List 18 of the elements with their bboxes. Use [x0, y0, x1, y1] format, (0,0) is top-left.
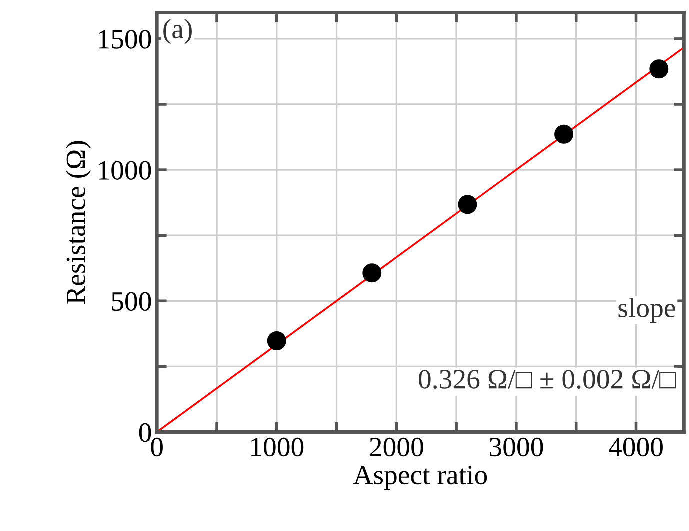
x-tick-label: 3000: [490, 438, 544, 457]
point: [458, 195, 478, 214]
y-tick-label: 500: [112, 292, 152, 312]
y-axis-title: Resistance (Ω): [66, 141, 92, 304]
annotation: slope: [618, 298, 676, 324]
y-tick-label: 1000: [99, 161, 152, 180]
point: [362, 264, 382, 283]
x-tick-label: 4000: [609, 438, 663, 457]
point: [267, 332, 286, 350]
x-axis-title: Aspect ratio: [353, 466, 488, 490]
y-tick-label: 1500: [99, 30, 152, 49]
point: [554, 124, 574, 144]
x-tick-label: 1000: [252, 438, 304, 457]
x-tick-label: 2000: [370, 438, 424, 457]
y-tick-label: 0: [139, 423, 152, 442]
point: [650, 60, 669, 79]
annotation: 0.326 Ω/□ ± 0.002 Ω/□: [419, 370, 676, 389]
annotation: (a): [164, 19, 192, 44]
